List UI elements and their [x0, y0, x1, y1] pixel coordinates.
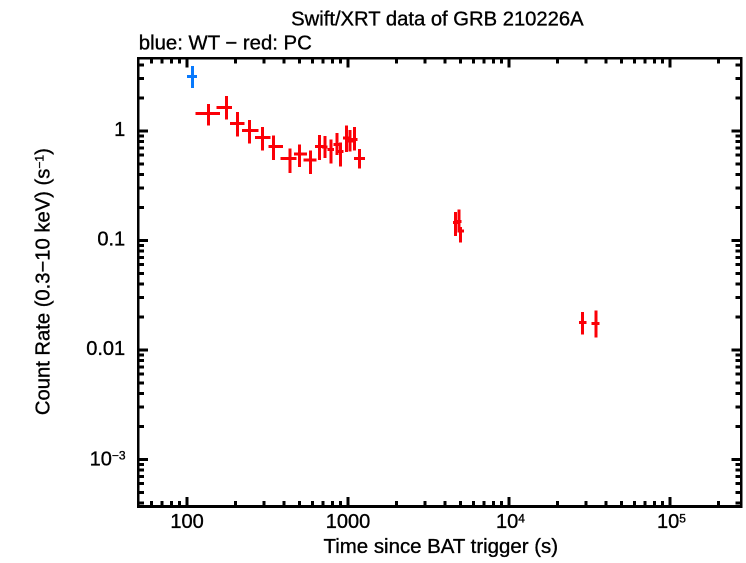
- svg-text:105: 105: [657, 511, 686, 533]
- svg-text:Swift/XRT data of GRB 210226A: Swift/XRT data of GRB 210226A: [291, 8, 584, 30]
- svg-text:100: 100: [170, 511, 203, 533]
- svg-text:1: 1: [114, 119, 125, 141]
- svg-text:104: 104: [496, 511, 525, 533]
- svg-text:1000: 1000: [326, 511, 371, 533]
- svg-text:blue: WT − red: PC: blue: WT − red: PC: [139, 33, 312, 55]
- svg-text:Count Rate (0.3−10 keV) (s−1): Count Rate (0.3−10 keV) (s−1): [32, 148, 54, 415]
- svg-text:0.01: 0.01: [86, 338, 125, 360]
- svg-text:Time since BAT trigger (s): Time since BAT trigger (s): [324, 536, 559, 558]
- svg-text:0.1: 0.1: [97, 229, 125, 251]
